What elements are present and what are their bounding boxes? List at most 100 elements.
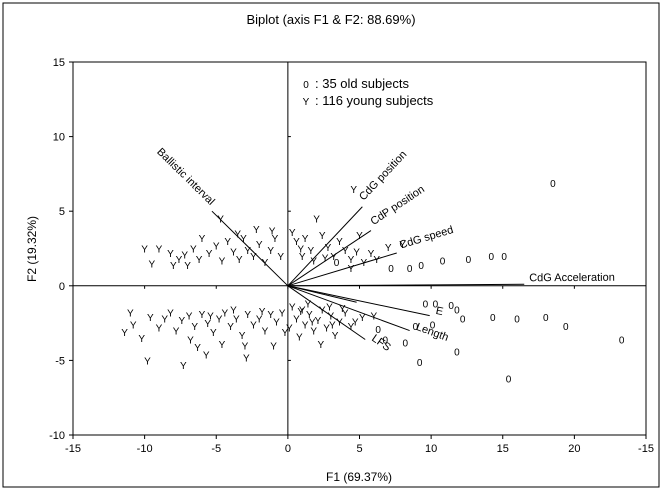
- young-subject-point: Y: [194, 343, 201, 354]
- young-subject-point: Y: [148, 259, 155, 270]
- young-subject-point: Y: [256, 315, 263, 326]
- young-subject-point: Y: [233, 315, 240, 326]
- old-subject-point: 0: [417, 358, 423, 369]
- young-subject-point: Y: [199, 234, 206, 245]
- young-subject-point: Y: [269, 227, 276, 238]
- x-tick-label: -15: [638, 443, 654, 455]
- young-subject-point: Y: [336, 237, 343, 248]
- young-subject-point: Y: [359, 313, 366, 324]
- young-subject-point: Y: [240, 234, 247, 245]
- old-subject-point: 0: [490, 313, 496, 324]
- young-subject-point: Y: [299, 252, 306, 263]
- young-subject-point: Y: [199, 310, 206, 321]
- young-subject-point: Y: [360, 258, 367, 269]
- old-subject-point: 0: [383, 336, 389, 347]
- old-subject-point: 0: [375, 325, 381, 336]
- young-subject-point: Y: [282, 328, 289, 339]
- y-tick-label: 15: [53, 57, 65, 69]
- young-subject-point: Y: [167, 249, 174, 260]
- young-subject-point: Y: [186, 312, 193, 323]
- young-subject-point: Y: [219, 340, 226, 351]
- vector-line: [287, 285, 430, 317]
- chart-title: Biplot (axis F1 & F2: 88.69%): [246, 12, 415, 27]
- young-subject-point: Y: [309, 318, 316, 329]
- vector-label: CdG Acceleration: [529, 272, 615, 285]
- old-subject-point: 0: [550, 179, 556, 190]
- young-subject-point: Y: [332, 331, 339, 342]
- old-subject-point: 0: [454, 347, 460, 358]
- young-subject-point: Y: [313, 215, 320, 226]
- young-subject-point: Y: [216, 315, 223, 326]
- young-subject-point: Y: [373, 255, 380, 266]
- legend-label: : 35 old subjects: [315, 76, 409, 91]
- young-subject-point: Y: [244, 246, 251, 257]
- young-subject-point: Y: [302, 234, 309, 245]
- y-axis-label: F2 (19.32%): [25, 216, 39, 282]
- old-subject-point: 0: [489, 252, 495, 263]
- old-subject-point: 0: [407, 264, 413, 275]
- young-subject-point: Y: [213, 242, 220, 253]
- vector-line: [287, 285, 410, 332]
- x-tick-label: 15: [497, 443, 509, 455]
- young-subject-point: Y: [244, 310, 251, 321]
- young-subject-point: Y: [147, 313, 154, 324]
- old-subject-point: 0: [460, 315, 466, 326]
- young-subject-point: Y: [302, 321, 309, 332]
- old-subject-point: 0: [454, 306, 460, 317]
- young-subject-point: Y: [181, 250, 188, 261]
- young-subject-point: Y: [179, 316, 186, 327]
- old-subject-point: 0: [506, 374, 512, 385]
- young-subject-point: Y: [224, 237, 231, 248]
- young-subject-point: Y: [176, 255, 183, 266]
- young-subject-point: Y: [317, 340, 324, 351]
- young-subject-point: Y: [227, 322, 234, 333]
- young-subject-point: Y: [191, 322, 198, 333]
- y-tick-label: -10: [49, 430, 65, 442]
- vector-line: [287, 285, 366, 340]
- young-subject-point: Y: [138, 334, 145, 345]
- young-subject-point: Y: [353, 247, 360, 258]
- young-subject-point: Y: [219, 256, 226, 267]
- young-subject-point: Y: [121, 328, 128, 339]
- young-subject-point: Y: [180, 361, 187, 372]
- young-subject-point: Y: [326, 303, 333, 314]
- young-subject-point: Y: [206, 249, 213, 260]
- young-subject-point: Y: [348, 264, 355, 275]
- y-tick-label: 10: [53, 132, 65, 144]
- young-subject-point: Y: [234, 230, 241, 241]
- young-subject-point: Y: [356, 231, 363, 242]
- x-tick-label: 0: [285, 443, 291, 455]
- young-subject-point: Y: [322, 253, 329, 264]
- x-axis-label: F1 (69.37%): [326, 470, 392, 484]
- young-subject-point: Y: [336, 318, 343, 329]
- young-subject-point: Y: [250, 321, 257, 332]
- old-subject-point: 0: [501, 252, 507, 263]
- young-subject-point: Y: [187, 336, 194, 347]
- young-subject-point: Y: [350, 185, 357, 196]
- young-subject-point: Y: [156, 324, 163, 335]
- young-subject-point: Y: [253, 225, 260, 236]
- old-subject-point: 0: [543, 313, 549, 324]
- young-subject-point: Y: [262, 327, 269, 338]
- young-subject-point: Y: [161, 315, 168, 326]
- young-subject-point: Y: [328, 312, 335, 323]
- vector-line: [287, 283, 525, 287]
- young-subject-point: Y: [259, 307, 266, 318]
- young-subject-point: Y: [184, 261, 191, 272]
- young-subject-point: Y: [279, 309, 286, 320]
- young-subject-point: Y: [173, 327, 180, 338]
- vector-line: [287, 230, 372, 287]
- vector-line: [287, 206, 363, 287]
- young-subject-point: Y: [141, 245, 148, 256]
- young-subject-point: Y: [342, 309, 349, 320]
- young-subject-point: Y: [230, 247, 237, 258]
- young-subject-point: Y: [368, 249, 375, 260]
- old-subject-point: 0: [423, 300, 429, 311]
- old-subject-point: 0: [334, 258, 340, 269]
- young-subject-point: Y: [262, 258, 269, 269]
- young-subject-point: Y: [127, 309, 134, 320]
- legend-marker: Y: [303, 97, 310, 108]
- young-subject-point: Y: [273, 318, 280, 329]
